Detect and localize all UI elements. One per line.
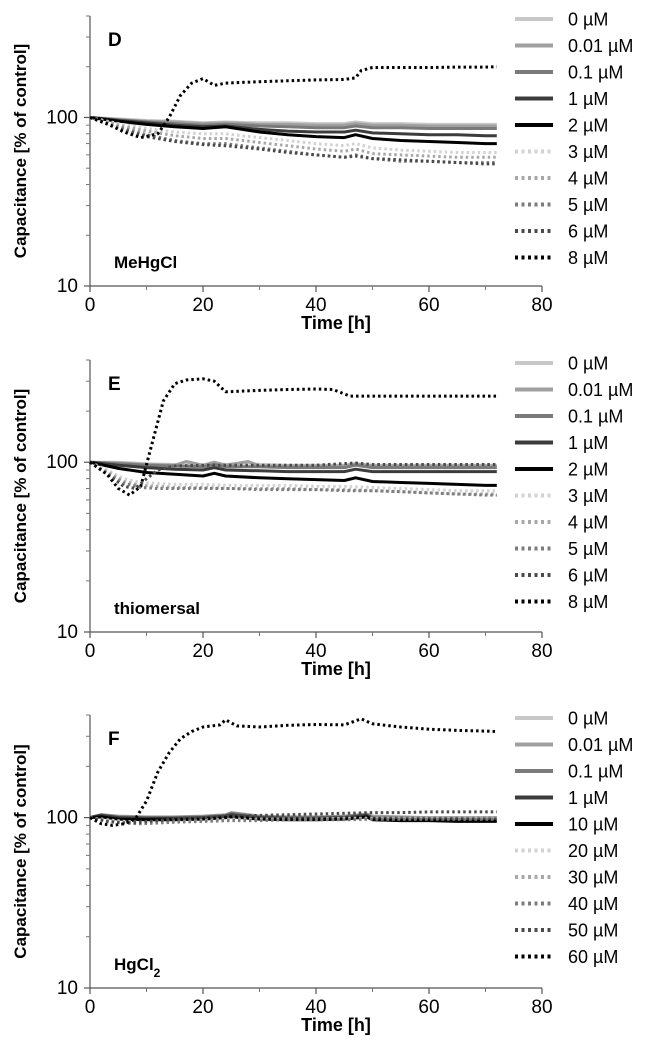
x-tick-label: 40 xyxy=(305,997,326,1018)
compound-annotation: HgCl2 xyxy=(114,955,161,980)
series-line-6 xyxy=(89,116,497,159)
chart-panel-f: 0 20 40 60 80 10 100 Time [h] Capacitance [% of … xyxy=(11,709,633,1036)
compound-annotation: MeHgCl xyxy=(114,253,177,272)
x-tick-label: 0 xyxy=(85,641,96,662)
legend-label: 0.1 µM xyxy=(568,407,623,427)
legend-label: 3 µM xyxy=(568,486,608,506)
legend-label: 6 µM xyxy=(568,566,608,586)
x-tick-label: 20 xyxy=(192,997,213,1018)
legend-label: 8 µM xyxy=(568,248,608,268)
x-axis-title: Time [h] xyxy=(301,1015,371,1035)
series-line-6 xyxy=(89,460,497,496)
legend-label: 0 µM xyxy=(568,709,608,729)
y-tick-label: 100 xyxy=(46,452,78,473)
legend-label: 6 µM xyxy=(568,222,608,242)
legend-label: 3 µM xyxy=(568,142,608,162)
y-axis-title: Capacitance [% of control] xyxy=(11,389,30,603)
legend-label: 5 µM xyxy=(568,539,608,559)
series-line-5 xyxy=(89,460,497,493)
series-line-3 xyxy=(89,460,497,474)
legend-label: 4 µM xyxy=(568,169,608,189)
legend-label: 0 µM xyxy=(568,354,608,374)
legend-label: 20 µM xyxy=(568,841,618,861)
series-line-9 xyxy=(89,65,497,140)
x-tick-label: 60 xyxy=(418,997,439,1018)
legend-label: 0.01 µM xyxy=(568,380,633,400)
legend-label: 8 µM xyxy=(568,592,608,612)
legend-label: 30 µM xyxy=(568,868,618,888)
legend-label: 0.01 µM xyxy=(568,36,633,56)
legend-label: 5 µM xyxy=(568,195,608,215)
series-line-8 xyxy=(89,116,497,166)
x-axis-title: Time [h] xyxy=(301,659,371,679)
chart-panel-e: 0 20 40 60 80 10 100 Time [h] Capacitance [% of … xyxy=(11,354,633,680)
series-line-9 xyxy=(89,717,497,827)
panel-label: F xyxy=(108,729,120,750)
chart-panel-d: 0 20 40 60 80 10 100 Time [h] Capacitance [% of … xyxy=(11,10,633,334)
x-tick-label: 40 xyxy=(305,295,326,316)
legend-label: 60 µM xyxy=(568,947,618,967)
series-line-8 xyxy=(89,460,497,490)
panel-label: D xyxy=(108,30,122,51)
series-line-4 xyxy=(89,116,497,146)
x-tick-label: 0 xyxy=(85,997,96,1018)
legend-label: 0.1 µM xyxy=(568,762,623,782)
x-tick-label: 80 xyxy=(531,295,552,316)
panel-label: E xyxy=(108,374,121,395)
legend-label: 10 µM xyxy=(568,815,618,835)
x-axis-title: Time [h] xyxy=(301,313,371,333)
y-tick-label: 10 xyxy=(57,978,78,999)
y-tick-label: 100 xyxy=(46,808,78,829)
x-tick-label: 20 xyxy=(192,641,213,662)
legend-label: 1 µM xyxy=(568,433,608,453)
x-tick-label: 40 xyxy=(305,641,326,662)
series-line-4 xyxy=(89,460,497,487)
y-axis-title: Capacitance [% of control] xyxy=(11,44,30,258)
legend-label: 0 µM xyxy=(568,10,608,30)
x-tick-label: 20 xyxy=(192,295,213,316)
legend-label: 2 µM xyxy=(568,460,608,480)
y-tick-label: 10 xyxy=(57,276,78,297)
compound-annotation: thiomersal xyxy=(114,599,200,618)
legend-label: 50 µM xyxy=(568,921,618,941)
y-axis-title: Capacitance [% of control] xyxy=(11,744,30,958)
y-tick-label: 100 xyxy=(46,107,78,128)
legend-label: 40 µM xyxy=(568,894,618,914)
series-line-5 xyxy=(89,116,497,154)
x-tick-label: 0 xyxy=(85,295,96,316)
legend-label: 0.1 µM xyxy=(568,63,623,83)
legend-label: 0.01 µM xyxy=(568,735,633,755)
legend-label: 1 µM xyxy=(568,788,608,808)
x-tick-label: 60 xyxy=(418,295,439,316)
legend-label: 4 µM xyxy=(568,513,608,533)
x-tick-label: 80 xyxy=(531,641,552,662)
legend-label: 1 µM xyxy=(568,89,608,109)
legend-label: 2 µM xyxy=(568,116,608,136)
series-line-9 xyxy=(89,377,497,497)
series-line-5 xyxy=(89,816,497,824)
x-tick-label: 80 xyxy=(531,997,552,1018)
y-tick-label: 10 xyxy=(57,622,78,643)
x-tick-label: 60 xyxy=(418,641,439,662)
